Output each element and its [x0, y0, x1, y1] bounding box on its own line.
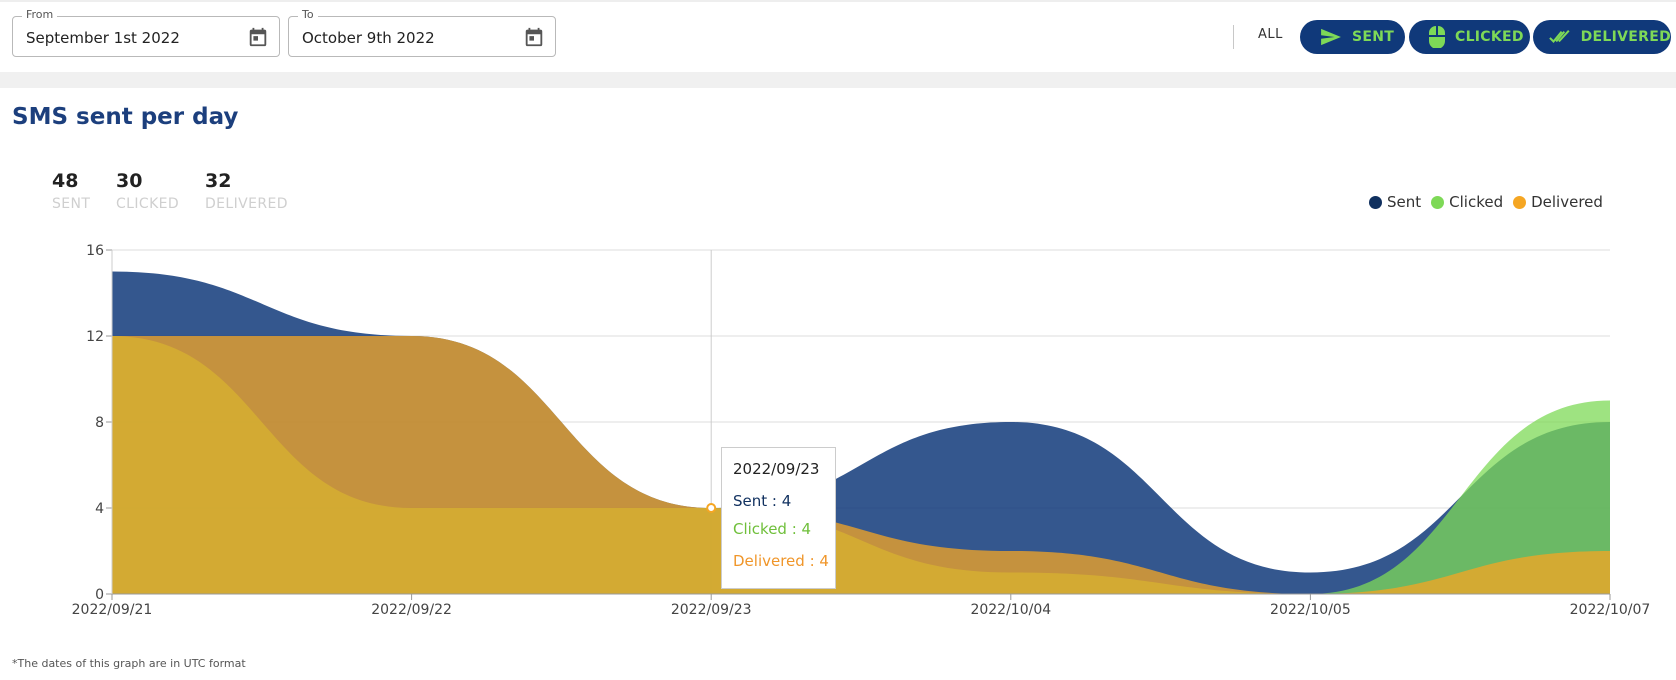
stat-sent-value: 48 — [52, 170, 79, 192]
x-tick-label: 2022/10/05 — [1270, 602, 1351, 618]
sent-toggle-label: SENT — [1352, 29, 1395, 45]
legend-label-delivered: Delivered — [1531, 193, 1603, 211]
legend-label-sent: Sent — [1387, 193, 1422, 211]
stat-delivered-value: 32 — [205, 170, 232, 192]
chart-tooltip: 2022/09/23 Sent : 4 Clicked : 4 Delivere… — [721, 447, 836, 589]
tooltip-delivered: Delivered : 4 — [733, 552, 829, 570]
y-tick-label: 4 — [95, 501, 104, 517]
stat-clicked: 30 CLICKED — [116, 170, 179, 212]
to-date-label: To — [298, 8, 318, 21]
legend-dot-delivered — [1513, 195, 1527, 209]
section-divider — [0, 72, 1676, 88]
x-tick-label: 2022/09/22 — [371, 602, 452, 618]
legend-item-sent[interactable]: Sent — [1369, 193, 1421, 211]
delivered-toggle-label: DELIVERED — [1580, 29, 1671, 45]
tooltip-clicked: Clicked : 4 — [733, 520, 812, 538]
stat-delivered-label: DELIVERED — [205, 196, 288, 212]
tooltip-date: 2022/09/23 — [733, 460, 820, 478]
area-delivered — [112, 336, 1610, 594]
legend-label-clicked: Clicked — [1449, 193, 1504, 211]
legend-dot-sent — [1369, 195, 1382, 209]
toolbar-divider — [1233, 25, 1234, 49]
y-tick-label: 8 — [95, 415, 104, 431]
x-tick-label: 2022/09/23 — [671, 602, 752, 618]
calendar-icon[interactable] — [247, 26, 269, 48]
legend-item-clicked[interactable]: Clicked — [1431, 193, 1503, 211]
to-date-value[interactable]: October 9th 2022 — [302, 29, 435, 47]
x-tick-label: 2022/10/04 — [970, 602, 1051, 618]
chart-legend: Sent Clicked Delivered — [1369, 193, 1613, 211]
x-tick-label: 2022/09/21 — [72, 602, 153, 618]
tooltip-sent: Sent : 4 — [733, 492, 792, 510]
x-tick-label: 2022/10/07 — [1570, 602, 1651, 618]
stat-delivered: 32 DELIVERED — [205, 170, 288, 212]
stat-sent: 48 SENT — [52, 170, 90, 212]
stat-clicked-label: CLICKED — [116, 196, 180, 212]
y-tick-label: 12 — [86, 329, 104, 345]
mouse-icon — [1429, 26, 1445, 48]
double-check-icon — [1549, 30, 1570, 43]
sent-toggle-button[interactable]: SENT — [1300, 20, 1405, 54]
stat-sent-label: SENT — [52, 196, 91, 212]
delivered-toggle-button[interactable]: DELIVERED — [1533, 20, 1671, 54]
from-date-label: From — [22, 8, 58, 21]
y-tick-label: 0 — [95, 587, 104, 603]
send-icon — [1321, 28, 1341, 46]
y-tick-label: 16 — [86, 243, 104, 259]
to-date-field[interactable]: To October 9th 2022 — [288, 8, 556, 57]
chart-title: SMS sent per day — [12, 104, 239, 130]
from-date-value[interactable]: September 1st 2022 — [26, 29, 180, 47]
clicked-toggle-button[interactable]: CLICKED — [1409, 20, 1530, 54]
stat-clicked-value: 30 — [116, 170, 143, 192]
calendar-icon[interactable] — [523, 26, 545, 48]
clicked-toggle-label: CLICKED — [1455, 29, 1524, 45]
legend-dot-clicked — [1431, 195, 1445, 209]
all-toggle-button[interactable]: ALL — [1258, 27, 1283, 42]
utc-footnote: *The dates of this graph are in UTC form… — [12, 657, 246, 670]
from-date-field[interactable]: From September 1st 2022 — [12, 8, 280, 57]
legend-item-delivered[interactable]: Delivered — [1513, 193, 1603, 211]
hover-point-marker — [706, 503, 717, 513]
